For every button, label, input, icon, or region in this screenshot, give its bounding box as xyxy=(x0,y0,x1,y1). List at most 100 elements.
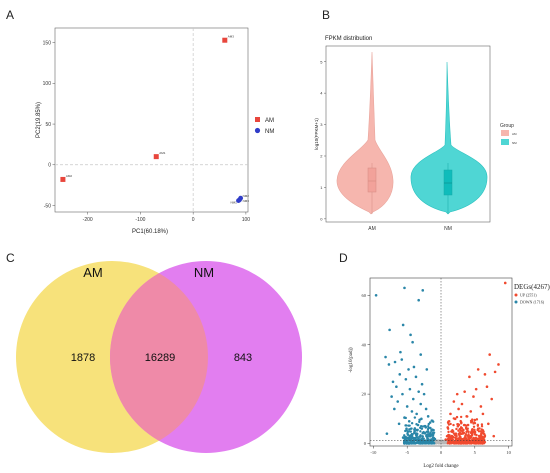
volcano-point-down xyxy=(387,363,391,366)
volcano-point-down xyxy=(421,289,425,292)
volcano-point-up xyxy=(480,428,483,431)
pca-legend: AM NM xyxy=(254,117,274,135)
volcano-point-down xyxy=(393,407,396,411)
volcano-ticks: -10 -5 0 5 10 0 20 40 60 xyxy=(362,278,512,455)
pca-y-tick-label: 0 xyxy=(48,163,51,169)
pca-x-tick-label: -100 xyxy=(135,217,145,223)
fpkm-panel: B FPKM distribution 0 1 2 3 4 5 log10(FPKM+1)… xyxy=(314,8,517,232)
pca-point-label: AM3 xyxy=(228,35,235,39)
venn-value-nm-only: 843 xyxy=(234,352,252,364)
volcano-point-up xyxy=(452,442,455,445)
volcano-legend-title: DEGs(4267) xyxy=(514,283,550,291)
volcano-point-ns xyxy=(440,441,444,444)
volcano-y-tick-label: 40 xyxy=(362,342,367,347)
volcano-point-down xyxy=(427,433,431,436)
volcano-point-up xyxy=(482,439,485,442)
volcano-point-down xyxy=(427,424,430,428)
volcano-point-down xyxy=(408,387,412,391)
volcano-point-up xyxy=(474,437,477,440)
volcano-point-up xyxy=(476,423,480,427)
volcano-point-up xyxy=(467,435,471,438)
volcano-point-up xyxy=(463,390,466,393)
volcano-point-up xyxy=(471,430,475,434)
venn-value-overlap: 16289 xyxy=(145,352,176,364)
volcano-point-up xyxy=(470,438,474,442)
volcano-point-down xyxy=(403,434,406,437)
venn-label-am: AM xyxy=(83,265,103,280)
fpkm-x-tick-am: AM xyxy=(368,226,376,232)
pca-point-label: AM2 xyxy=(66,174,73,178)
volcano-point-up xyxy=(493,370,497,374)
panel-label-c: C xyxy=(6,251,15,265)
volcano-point-down xyxy=(421,435,424,438)
volcano-point-up xyxy=(447,419,451,423)
volcano-point-up xyxy=(464,435,467,439)
volcano-point-up xyxy=(477,434,481,438)
volcano-point-up xyxy=(481,412,485,416)
volcano-point-down xyxy=(413,429,416,433)
volcano-point-up xyxy=(475,440,479,443)
volcano-point-up xyxy=(462,428,465,432)
volcano-point-up xyxy=(476,368,480,371)
volcano-point-up xyxy=(471,427,474,431)
volcano-point-up xyxy=(453,417,457,421)
volcano-point-up xyxy=(471,418,474,421)
fpkm-legend-title: Group xyxy=(500,123,514,129)
volcano-point-down xyxy=(426,437,429,440)
volcano-point-down xyxy=(410,410,414,413)
pca-zero-lines xyxy=(55,28,248,212)
volcano-point-down xyxy=(418,420,421,424)
volcano-point-up xyxy=(467,430,470,434)
volcano-point-up xyxy=(462,438,466,442)
volcano-point-up xyxy=(452,423,455,427)
volcano-point-up xyxy=(472,395,475,398)
volcano-point-down xyxy=(431,436,435,440)
volcano-point-up xyxy=(470,442,473,445)
volcano-point-up xyxy=(469,436,472,440)
volcano-point-up xyxy=(475,433,478,437)
pca-ticks: -200 -100 0 100 150 100 50 0 -50 xyxy=(43,40,251,223)
volcano-legend-up-marker xyxy=(514,293,518,297)
volcano-point-up xyxy=(464,424,467,427)
volcano-point-down xyxy=(400,358,404,361)
volcano-point-down xyxy=(421,431,425,435)
volcano-point-up xyxy=(483,434,487,437)
volcano-point-up xyxy=(469,410,473,413)
fpkm-x-tick-nm: NM xyxy=(444,226,452,232)
volcano-point-up xyxy=(449,439,452,442)
volcano-point-down xyxy=(426,415,430,418)
volcano-point-up xyxy=(503,281,507,285)
volcano-point-up xyxy=(447,441,451,444)
volcano-point-down xyxy=(404,377,408,381)
volcano-point-down xyxy=(409,441,412,445)
volcano-point-down xyxy=(422,437,425,440)
volcano-point-down xyxy=(401,323,405,327)
volcano-point-down xyxy=(405,424,408,427)
volcano-point-ns xyxy=(443,441,446,444)
volcano-x-axis-label: Log2 fold change xyxy=(423,464,459,469)
volcano-x-tick-label: 10 xyxy=(506,450,511,455)
volcano-point-down xyxy=(397,422,401,426)
volcano-point-up xyxy=(457,407,460,411)
volcano-point-down xyxy=(418,435,422,438)
pca-panel: A -200 -100 0 100 150 100 50 0 -50 AM3 AM1 AM2 NM1 N… xyxy=(6,8,274,235)
volcano-point-down xyxy=(413,427,417,430)
pca-plot-frame xyxy=(54,27,249,213)
volcano-point-up xyxy=(455,415,459,419)
legend-nm-label: NM xyxy=(265,129,274,135)
volcano-legend: DEGs(4267) UP (2551) DOWN (1716) xyxy=(514,283,550,305)
volcano-point-down xyxy=(405,427,408,431)
volcano-point-up xyxy=(466,427,469,430)
volcano-point-down xyxy=(432,428,435,432)
volcano-point-up xyxy=(488,353,491,356)
volcano-point-down xyxy=(420,382,424,386)
volcano-point-down xyxy=(415,428,418,432)
legend-am-label: AM xyxy=(265,118,274,124)
volcano-point-down xyxy=(385,432,389,435)
volcano-point-up xyxy=(458,437,462,441)
volcano-point-down xyxy=(418,418,421,422)
volcano-point-up xyxy=(477,442,480,445)
volcano-point-up xyxy=(475,418,479,421)
volcano-point-up xyxy=(459,429,463,432)
volcano-point-up xyxy=(466,423,470,427)
